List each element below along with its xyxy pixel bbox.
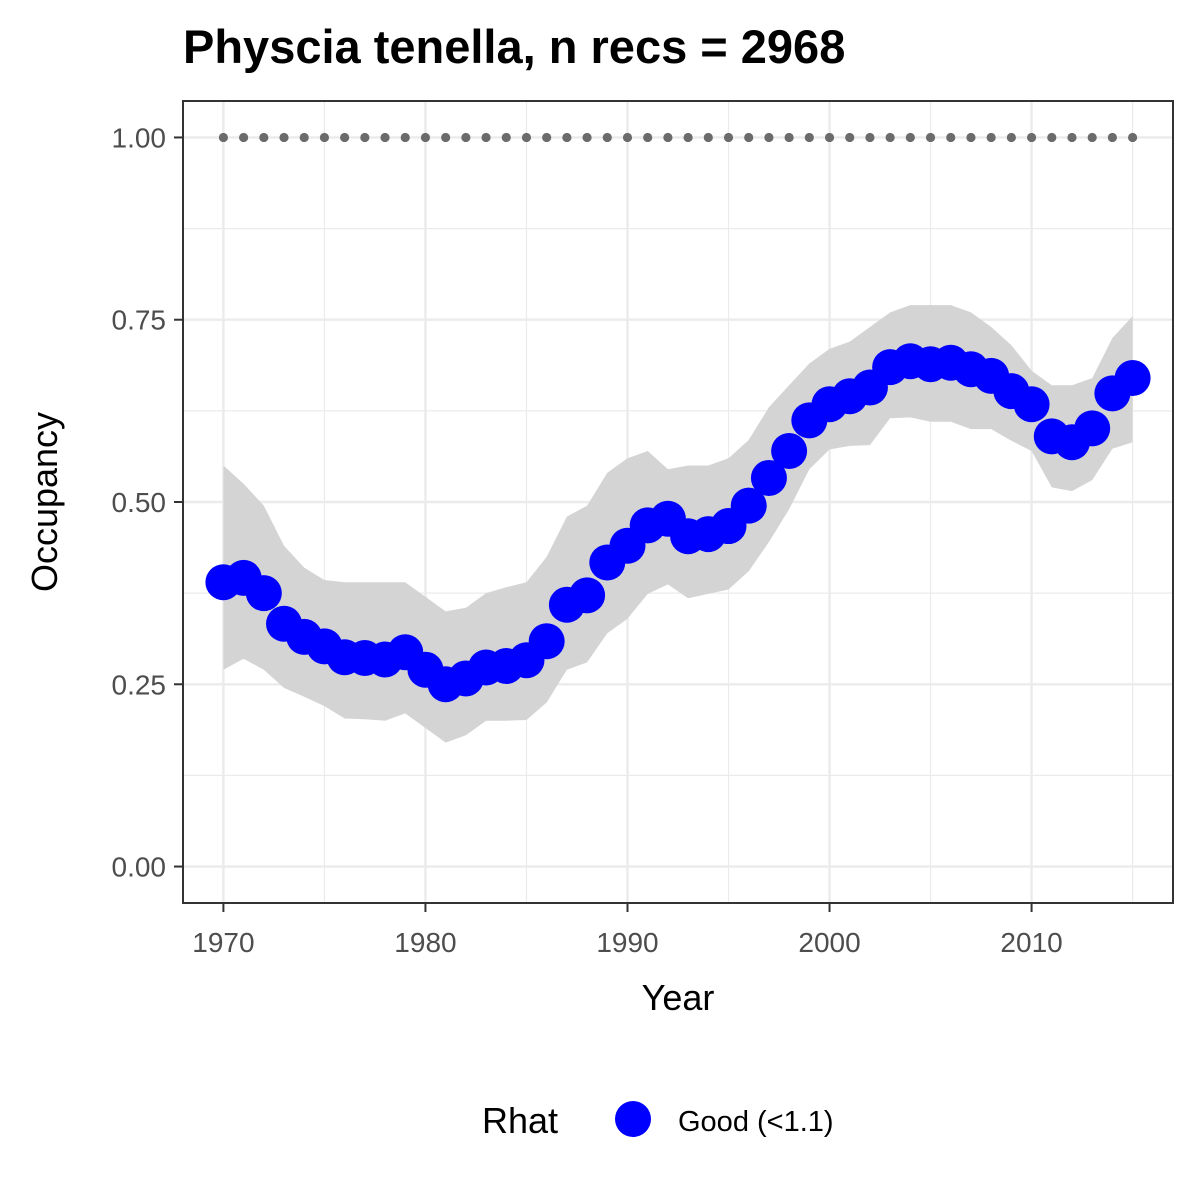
reference-dot	[380, 132, 390, 143]
reference-dot	[1047, 132, 1057, 143]
reference-dot	[1026, 132, 1037, 143]
reference-dot	[966, 132, 976, 143]
reference-dot	[400, 132, 410, 143]
y-tick-label: 0.25	[112, 669, 167, 700]
y-axis: 0.00 0.25 0.50 0.75 1.00	[112, 122, 183, 883]
reference-dot	[804, 132, 814, 143]
reference-dot	[986, 132, 996, 143]
reference-dot	[663, 132, 673, 143]
reference-dot	[905, 132, 915, 143]
data-point-2015	[1114, 360, 1151, 397]
reference-dot	[1067, 132, 1077, 143]
reference-dot	[319, 132, 330, 143]
reference-dot	[1006, 132, 1016, 143]
reference-dot	[1087, 132, 1097, 143]
legend-title: Rhat	[482, 1100, 558, 1141]
reference-dot	[845, 132, 855, 143]
y-axis-title: Occupancy	[24, 412, 65, 592]
reference-dot	[643, 132, 653, 143]
reference-dot	[239, 132, 249, 143]
reference-dot	[824, 132, 835, 143]
reference-dot	[622, 132, 633, 143]
data-point-2010	[1013, 386, 1050, 423]
reference-dot	[279, 132, 289, 143]
reference-dot	[703, 132, 713, 143]
reference-dot	[1107, 132, 1117, 143]
y-tick-label: 0.00	[112, 852, 167, 883]
reference-dot	[259, 132, 269, 143]
occupancy-points	[205, 343, 1151, 703]
y-tick-label: 0.50	[112, 487, 167, 518]
x-axis-title: Year	[642, 977, 715, 1018]
x-axis: 1970 1980 1990 2000 2010	[192, 903, 1063, 958]
reference-dot	[521, 132, 532, 143]
reference-dot	[360, 132, 370, 143]
data-point-1988	[569, 577, 606, 614]
x-tick-label: 1980	[394, 927, 456, 958]
reference-dot	[582, 132, 592, 143]
reference-dot	[1127, 132, 1138, 143]
data-point-1998	[771, 432, 808, 469]
reference-dot	[420, 132, 431, 143]
reference-dot	[481, 132, 491, 143]
reference-dot	[542, 132, 552, 143]
reference-dot	[501, 132, 511, 143]
reference-dot	[461, 132, 471, 143]
legend: Rhat Good (<1.1)	[482, 1100, 834, 1141]
chart-title: Physcia tenella, n recs = 2968	[183, 20, 845, 73]
legend-key-point	[615, 1101, 651, 1137]
legend-label: Good (<1.1)	[678, 1106, 834, 1138]
y-tick-label: 0.75	[112, 305, 167, 336]
reference-dot	[340, 132, 350, 143]
y-tick-label: 1.00	[112, 122, 167, 153]
reference-dot	[784, 132, 794, 143]
reference-dot	[925, 132, 936, 143]
reference-dot	[946, 132, 956, 143]
x-tick-label: 1970	[192, 927, 254, 958]
reference-dot	[441, 132, 451, 143]
reference-dot	[683, 132, 693, 143]
reference-dot	[764, 132, 774, 143]
reference-dot	[562, 132, 572, 143]
data-point-1996	[730, 487, 767, 524]
x-tick-label: 1990	[596, 927, 658, 958]
x-tick-label: 2000	[798, 927, 860, 958]
data-point-1997	[750, 459, 787, 496]
reference-dot	[723, 132, 734, 143]
reference-dot	[602, 132, 612, 143]
reference-dot	[885, 132, 895, 143]
x-tick-label: 2010	[1000, 927, 1062, 958]
reference-dot	[218, 132, 229, 143]
reference-dot	[744, 132, 754, 143]
reference-line-dots	[218, 132, 1138, 143]
data-point-1986	[528, 623, 565, 660]
reference-dot	[865, 132, 875, 143]
data-point-2013	[1074, 410, 1111, 447]
data-point-1972	[245, 575, 282, 612]
reference-dot	[299, 132, 309, 143]
